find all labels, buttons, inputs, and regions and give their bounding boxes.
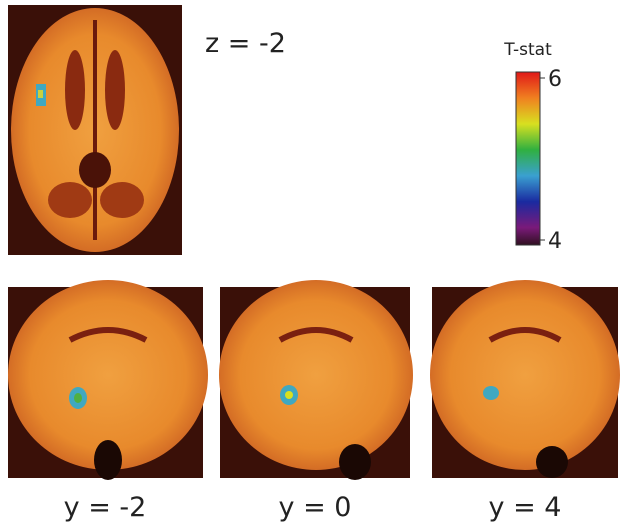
panel-label: y = -2 — [64, 492, 147, 523]
panel-label: y = 0 — [279, 492, 352, 523]
colorbar — [516, 72, 540, 245]
figure: z = -2 y = -2 y = 0 y = 4 T-stat 4 6 — [0, 0, 621, 528]
panel-label: y = 4 — [489, 492, 562, 523]
coronal-slice — [8, 280, 208, 480]
coronal-slice — [430, 280, 620, 478]
colorbar-tick-label: 6 — [548, 67, 562, 92]
colorbar-title: T-stat — [503, 40, 552, 60]
coronal-slice — [219, 280, 413, 480]
axial-slice — [8, 5, 182, 255]
panel-label: z = -2 — [205, 28, 286, 59]
colorbar-tick-label: 4 — [548, 229, 562, 254]
